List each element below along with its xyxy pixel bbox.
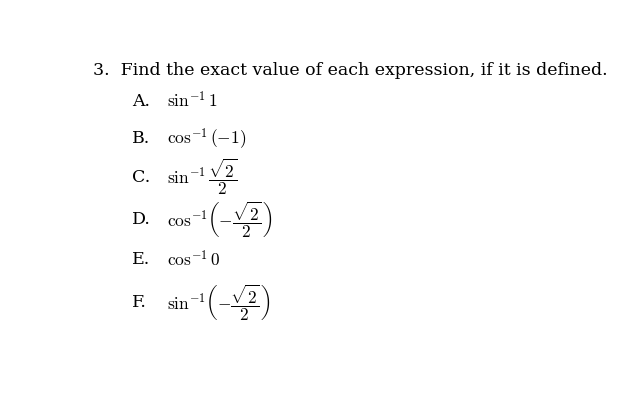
Text: $\cos^{-1}\!\left(-\dfrac{\sqrt{2}}{2}\right)$: $\cos^{-1}\!\left(-\dfrac{\sqrt{2}}{2}\r…: [167, 200, 272, 240]
Text: F.: F.: [132, 294, 147, 311]
Text: C.: C.: [132, 169, 151, 185]
Text: B.: B.: [132, 130, 151, 147]
Text: $\cos^{-1}(-1)$: $\cos^{-1}(-1)$: [167, 126, 246, 151]
Text: D.: D.: [132, 211, 151, 228]
Text: E.: E.: [132, 251, 151, 268]
Text: $\sin^{-1} \dfrac{\sqrt{2}}{2}$: $\sin^{-1} \dfrac{\sqrt{2}}{2}$: [167, 157, 238, 197]
Text: $\cos^{-1} 0$: $\cos^{-1} 0$: [167, 250, 220, 270]
Text: $\sin^{-1}\!\left(-\dfrac{\sqrt{2}}{2}\right)$: $\sin^{-1}\!\left(-\dfrac{\sqrt{2}}{2}\r…: [167, 283, 271, 323]
Text: A.: A.: [132, 93, 150, 110]
Text: $\sin^{-1} 1$: $\sin^{-1} 1$: [167, 91, 217, 111]
Text: 3.  Find the exact value of each expression, if it is defined.: 3. Find the exact value of each expressi…: [92, 62, 607, 78]
